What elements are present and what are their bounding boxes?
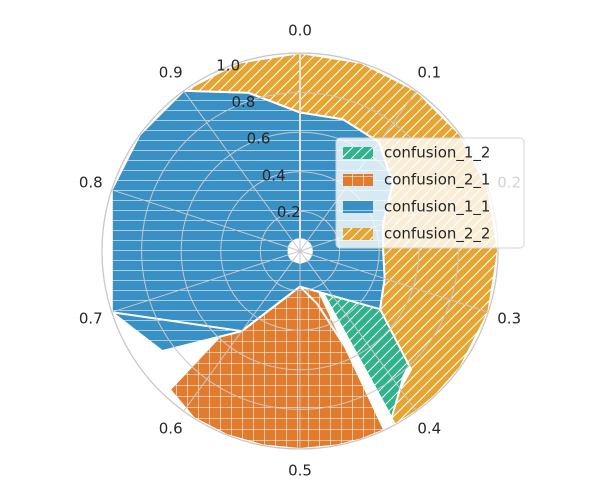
legend-box	[335, 137, 525, 249]
legend-item-confusion-2-1: confusion_2_1	[343, 171, 490, 190]
area-layer	[110, 53, 498, 449]
angle-tick-label: 0.5	[288, 462, 312, 480]
angle-tick-label: 0.4	[417, 420, 441, 438]
angular-gridline	[299, 250, 417, 412]
angular-gridline	[299, 250, 489, 313]
legend-label: confusion_1_2	[384, 144, 490, 163]
radial-tick-label: 0.6	[247, 130, 271, 148]
angle-tick-label: 0.7	[79, 310, 103, 328]
radial-tick-label: 1.0	[216, 57, 240, 75]
angle-tick-label: 0.6	[159, 420, 183, 438]
radial-tick-label: 0.4	[262, 166, 286, 184]
angle-tick-label: 0.9	[159, 64, 183, 82]
legend-label: confusion_2_1	[384, 171, 490, 190]
radial-tick-label: 0.8	[231, 93, 255, 111]
angle-tick-label: 0.8	[79, 174, 103, 192]
angular-gridline	[183, 250, 301, 412]
legend-item-confusion-2-2: confusion_2_2	[343, 225, 490, 244]
radial-tick-label: 0.2	[277, 203, 301, 221]
legend-label: confusion_2_2	[384, 225, 490, 244]
angle-tick-label: 0.3	[497, 310, 521, 328]
area-confusion-1-1	[110, 89, 394, 353]
legend-item-confusion-1-2: confusion_1_2	[343, 144, 490, 163]
legend: confusion_1_2 confusion_2_1 confusion_1_1c…	[335, 137, 525, 249]
angular-gridline	[183, 90, 301, 252]
angle-tick-label: 0.1	[417, 64, 441, 82]
legend-item-confusion-1-1: confusion_1_1	[343, 198, 490, 217]
outer-frame	[101, 52, 499, 450]
legend-label: confusion_1_1	[384, 198, 490, 217]
angle-tick-label: 0.0	[288, 22, 312, 40]
angular-gridline	[111, 189, 301, 252]
polar-grid	[101, 52, 499, 450]
angular-gridline	[111, 250, 301, 313]
